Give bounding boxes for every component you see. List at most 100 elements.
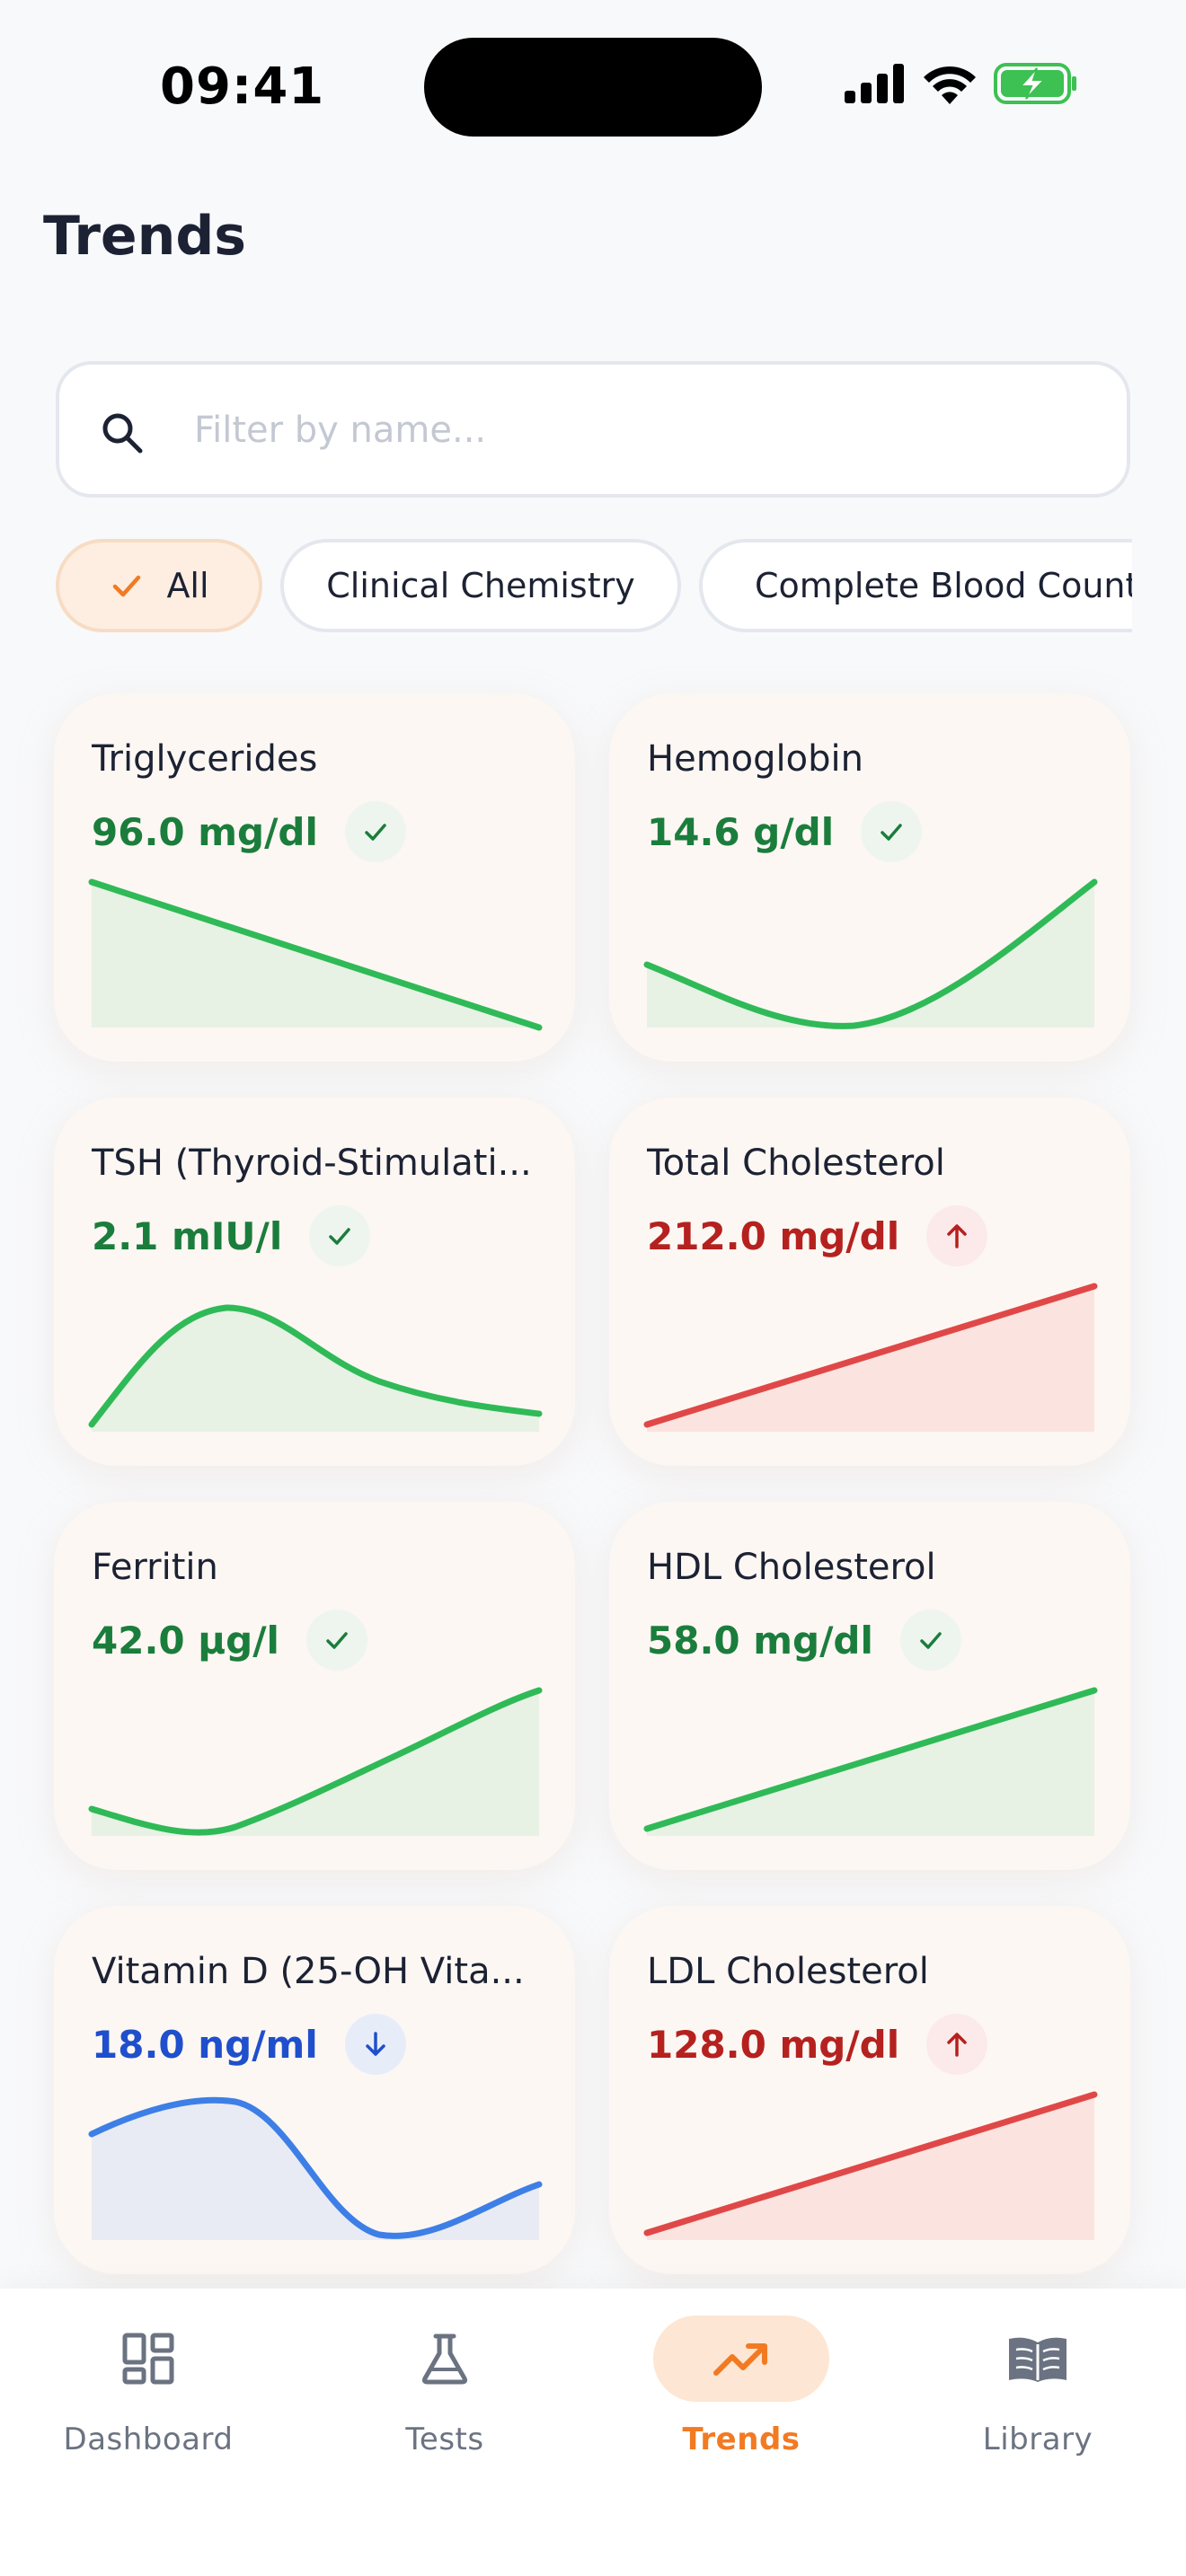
card-title: HDL Cholesterol bbox=[647, 1547, 936, 1588]
status-badge bbox=[926, 1205, 988, 1266]
check-icon bbox=[365, 824, 386, 841]
card-value: 212.0 mg/dl bbox=[647, 1213, 900, 1258]
card-value-row: 128.0 mg/dl bbox=[647, 2008, 988, 2080]
trend-card[interactable]: Vitamin D (25-OH Vita... 18.0 ng/ml bbox=[54, 1906, 575, 2274]
sparkline-area bbox=[92, 1690, 539, 1836]
sparkline-line bbox=[88, 2096, 543, 2239]
sparkline-line bbox=[88, 1304, 543, 1428]
nav-label: Tests bbox=[405, 2422, 484, 2457]
chip-clinical-chemistry[interactable]: Clinical Chemistry bbox=[280, 539, 681, 632]
card-title: TSH (Thyroid-Stimulati... bbox=[92, 1142, 532, 1184]
nav-label: Trends bbox=[682, 2422, 801, 2457]
trend-card[interactable]: Triglycerides 96.0 mg/dl bbox=[54, 693, 575, 1062]
flask-icon bbox=[421, 2333, 468, 2385]
sparkline-line bbox=[88, 878, 543, 1031]
card-value-row: 18.0 ng/ml bbox=[92, 2008, 406, 2080]
chip-complete-blood-count[interactable]: Complete Blood Count bbox=[699, 539, 1132, 632]
sparkline-line bbox=[643, 2091, 1098, 2236]
sparkline-chart bbox=[643, 1283, 1098, 1432]
card-value-row: 2.1 mIU/l bbox=[92, 1200, 371, 1272]
card-value: 2.1 mIU/l bbox=[92, 1213, 283, 1258]
nav-item-trends[interactable]: Trends bbox=[624, 2316, 858, 2495]
chip-label: Clinical Chemistry bbox=[326, 566, 635, 605]
trend-card[interactable]: Ferritin 42.0 µg/l bbox=[54, 1502, 575, 1870]
trend-card[interactable]: HDL Cholesterol 58.0 mg/dl bbox=[609, 1502, 1130, 1870]
card-title: Hemoglobin bbox=[647, 738, 863, 780]
bottom-navigation: Dashboard Tests Trends bbox=[0, 2289, 1186, 2576]
trend-card[interactable]: LDL Cholesterol 128.0 mg/dl bbox=[609, 1906, 1130, 2274]
status-time: 09:41 bbox=[160, 57, 325, 116]
sparkline-area bbox=[92, 2100, 539, 2240]
check-icon bbox=[920, 1632, 942, 1649]
sparkline-chart bbox=[643, 878, 1098, 1029]
status-badge bbox=[861, 801, 923, 862]
status-badge bbox=[309, 1205, 371, 1266]
check-icon bbox=[329, 1228, 351, 1245]
sparkline-line bbox=[643, 878, 1098, 1029]
sparkline-line bbox=[643, 1687, 1098, 1832]
status-badge bbox=[926, 2014, 988, 2075]
check-icon bbox=[326, 1632, 348, 1649]
check-icon bbox=[881, 824, 902, 841]
search-box[interactable] bbox=[56, 361, 1130, 498]
sparkline-line bbox=[643, 1283, 1098, 1428]
battery-charging-icon bbox=[994, 63, 1076, 104]
chip-label: All bbox=[166, 566, 209, 605]
card-value-row: 42.0 µg/l bbox=[92, 1604, 367, 1676]
check-icon bbox=[113, 575, 141, 597]
card-value: 42.0 µg/l bbox=[92, 1618, 279, 1663]
card-title: LDL Cholesterol bbox=[647, 1951, 929, 1992]
dashboard-icon bbox=[122, 2333, 174, 2385]
nav-label: Dashboard bbox=[63, 2422, 234, 2457]
status-badge bbox=[344, 801, 406, 862]
card-value: 58.0 mg/dl bbox=[647, 1618, 873, 1663]
dynamic-island bbox=[424, 38, 762, 137]
nav-item-library[interactable]: Library bbox=[921, 2316, 1155, 2495]
sparkline-line bbox=[88, 1687, 543, 1836]
card-value: 14.6 g/dl bbox=[647, 809, 835, 854]
sparkline-chart bbox=[88, 878, 543, 1031]
page-title: Trends bbox=[43, 205, 246, 268]
sparkline-area bbox=[92, 1308, 539, 1432]
card-value: 96.0 mg/dl bbox=[92, 809, 318, 854]
sparkline-chart bbox=[643, 1687, 1098, 1836]
status-badge bbox=[899, 1610, 961, 1671]
trend-card[interactable]: Total Cholesterol 212.0 mg/dl bbox=[609, 1098, 1130, 1466]
card-title: Vitamin D (25-OH Vita... bbox=[92, 1951, 525, 1992]
status-badge bbox=[344, 2014, 406, 2075]
status-badge bbox=[305, 1610, 367, 1671]
sparkline-chart bbox=[643, 2091, 1098, 2240]
sparkline-area bbox=[647, 882, 1094, 1028]
sparkline-chart bbox=[88, 2096, 543, 2240]
nav-item-dashboard[interactable]: Dashboard bbox=[31, 2316, 265, 2495]
trend-card[interactable]: Hemoglobin 14.6 g/dl bbox=[609, 693, 1130, 1062]
arrow-up-icon bbox=[947, 1224, 967, 1248]
card-value-row: 212.0 mg/dl bbox=[647, 1200, 988, 1272]
card-value-row: 96.0 mg/dl bbox=[92, 796, 406, 868]
card-title: Total Cholesterol bbox=[647, 1142, 945, 1184]
arrow-up-icon bbox=[947, 2033, 967, 2057]
search-icon bbox=[102, 413, 143, 454]
sparkline-chart bbox=[88, 1304, 543, 1432]
card-value-row: 14.6 g/dl bbox=[647, 796, 923, 868]
card-value-row: 58.0 mg/dl bbox=[647, 1604, 961, 1676]
book-icon bbox=[1009, 2337, 1067, 2382]
nav-label: Library bbox=[982, 2422, 1093, 2457]
status-icons bbox=[845, 63, 1078, 104]
trend-card[interactable]: TSH (Thyroid-Stimulati... 2.1 mIU/l bbox=[54, 1098, 575, 1466]
chip-label: Complete Blood Count bbox=[755, 566, 1132, 605]
card-title: Triglycerides bbox=[92, 738, 318, 780]
category-filter-chips: All Clinical Chemistry Complete Blood Co… bbox=[56, 537, 1132, 636]
chip-all[interactable]: All bbox=[56, 539, 262, 632]
card-value: 128.0 mg/dl bbox=[647, 2022, 900, 2067]
card-value: 18.0 ng/ml bbox=[92, 2022, 318, 2067]
nav-item-tests[interactable]: Tests bbox=[328, 2316, 562, 2495]
search-input[interactable] bbox=[194, 392, 1093, 469]
sparkline-chart bbox=[88, 1687, 543, 1836]
wifi-icon bbox=[924, 66, 976, 104]
status-bar: 09:41 bbox=[0, 0, 1186, 171]
cellular-signal-icon bbox=[845, 64, 904, 103]
trending-up-icon bbox=[713, 2343, 767, 2376]
card-title: Ferritin bbox=[92, 1547, 218, 1588]
